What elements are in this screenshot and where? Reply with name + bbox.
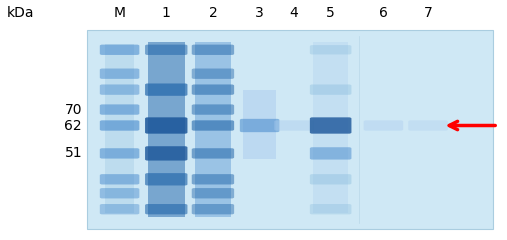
FancyBboxPatch shape <box>192 204 234 214</box>
Text: 62: 62 <box>64 119 82 132</box>
FancyBboxPatch shape <box>100 120 139 131</box>
FancyBboxPatch shape <box>310 174 351 185</box>
FancyBboxPatch shape <box>145 146 188 161</box>
FancyBboxPatch shape <box>100 45 139 55</box>
FancyBboxPatch shape <box>100 148 139 159</box>
FancyBboxPatch shape <box>310 84 351 95</box>
FancyBboxPatch shape <box>310 45 351 54</box>
FancyBboxPatch shape <box>310 147 351 160</box>
Text: M: M <box>114 6 126 20</box>
FancyBboxPatch shape <box>192 45 234 55</box>
FancyBboxPatch shape <box>192 104 234 115</box>
FancyBboxPatch shape <box>192 120 234 131</box>
Text: 2: 2 <box>208 6 218 20</box>
FancyBboxPatch shape <box>364 120 403 131</box>
Text: 7: 7 <box>424 6 432 20</box>
FancyBboxPatch shape <box>148 42 185 217</box>
FancyBboxPatch shape <box>145 204 188 214</box>
FancyBboxPatch shape <box>274 120 314 131</box>
FancyBboxPatch shape <box>243 90 276 159</box>
FancyBboxPatch shape <box>105 44 134 213</box>
FancyBboxPatch shape <box>145 117 188 134</box>
FancyBboxPatch shape <box>192 188 234 198</box>
FancyBboxPatch shape <box>87 30 493 229</box>
FancyBboxPatch shape <box>100 174 139 185</box>
FancyBboxPatch shape <box>145 45 188 55</box>
Text: 70: 70 <box>64 102 82 117</box>
FancyBboxPatch shape <box>100 84 139 95</box>
Text: kDa: kDa <box>7 6 34 20</box>
Text: 51: 51 <box>64 146 82 160</box>
FancyBboxPatch shape <box>313 42 348 213</box>
FancyBboxPatch shape <box>240 119 279 132</box>
FancyBboxPatch shape <box>145 84 188 96</box>
Text: 3: 3 <box>255 6 264 20</box>
FancyBboxPatch shape <box>100 204 139 214</box>
FancyBboxPatch shape <box>195 42 231 217</box>
FancyBboxPatch shape <box>192 148 234 159</box>
FancyBboxPatch shape <box>310 117 351 134</box>
FancyBboxPatch shape <box>100 104 139 115</box>
FancyBboxPatch shape <box>408 120 448 131</box>
FancyBboxPatch shape <box>145 173 188 186</box>
Text: 5: 5 <box>327 6 335 20</box>
FancyBboxPatch shape <box>192 84 234 95</box>
FancyBboxPatch shape <box>100 188 139 198</box>
FancyBboxPatch shape <box>192 174 234 185</box>
FancyBboxPatch shape <box>310 204 351 214</box>
FancyBboxPatch shape <box>100 69 139 79</box>
FancyBboxPatch shape <box>192 69 234 79</box>
Text: 6: 6 <box>379 6 388 20</box>
Text: 4: 4 <box>289 6 299 20</box>
Text: 1: 1 <box>162 6 171 20</box>
